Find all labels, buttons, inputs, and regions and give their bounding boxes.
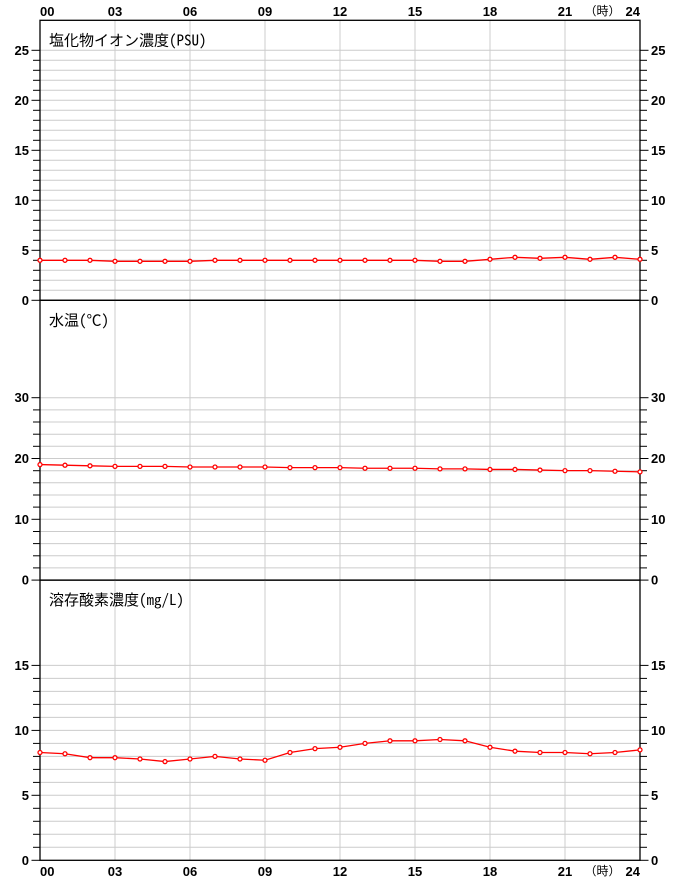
svg-text:5: 5 <box>651 788 658 803</box>
svg-text:18: 18 <box>483 4 497 19</box>
svg-text:10: 10 <box>15 512 29 527</box>
svg-text:06: 06 <box>183 4 197 19</box>
svg-text:25: 25 <box>651 43 665 58</box>
svg-text:15: 15 <box>15 658 29 673</box>
svg-text:15: 15 <box>408 864 422 879</box>
svg-text:20: 20 <box>15 93 29 108</box>
svg-text:0: 0 <box>651 573 658 588</box>
svg-text:30: 30 <box>15 390 29 405</box>
svg-text:12: 12 <box>333 864 347 879</box>
svg-text:10: 10 <box>651 723 665 738</box>
svg-text:24: 24 <box>626 4 641 19</box>
svg-text:0: 0 <box>22 573 29 588</box>
svg-text:20: 20 <box>15 451 29 466</box>
svg-text:10: 10 <box>15 723 29 738</box>
svg-text:10: 10 <box>651 512 665 527</box>
svg-text:12: 12 <box>333 4 347 19</box>
svg-text:24: 24 <box>626 864 641 879</box>
svg-text:0: 0 <box>22 293 29 308</box>
svg-text:06: 06 <box>183 864 197 879</box>
svg-text:03: 03 <box>108 864 122 879</box>
svg-text:0: 0 <box>651 853 658 868</box>
svg-text:21: 21 <box>558 864 572 879</box>
svg-text:15: 15 <box>651 658 665 673</box>
svg-text:20: 20 <box>651 93 665 108</box>
svg-text:30: 30 <box>651 390 665 405</box>
svg-text:塩化物イオン濃度(PSU): 塩化物イオン濃度(PSU) <box>49 29 207 50</box>
svg-text:（時）: （時） <box>584 862 620 879</box>
svg-text:09: 09 <box>258 4 272 19</box>
svg-text:25: 25 <box>15 43 29 58</box>
svg-text:15: 15 <box>651 143 665 158</box>
svg-text:00: 00 <box>40 4 54 19</box>
svg-text:03: 03 <box>108 4 122 19</box>
svg-text:18: 18 <box>483 864 497 879</box>
svg-text:0: 0 <box>651 293 658 308</box>
svg-text:（時）: （時） <box>584 2 620 19</box>
svg-text:09: 09 <box>258 864 272 879</box>
svg-text:10: 10 <box>651 193 665 208</box>
svg-text:15: 15 <box>15 143 29 158</box>
svg-text:10: 10 <box>15 193 29 208</box>
svg-text:5: 5 <box>651 243 658 258</box>
svg-text:5: 5 <box>22 788 29 803</box>
svg-text:21: 21 <box>558 4 572 19</box>
svg-text:水温(℃): 水温(℃) <box>49 309 109 330</box>
svg-text:5: 5 <box>22 243 29 258</box>
svg-text:20: 20 <box>651 451 665 466</box>
svg-text:溶存酸素濃度(mg/L): 溶存酸素濃度(mg/L) <box>49 589 184 610</box>
svg-text:15: 15 <box>408 4 422 19</box>
svg-text:0: 0 <box>22 853 29 868</box>
svg-text:00: 00 <box>40 864 54 879</box>
